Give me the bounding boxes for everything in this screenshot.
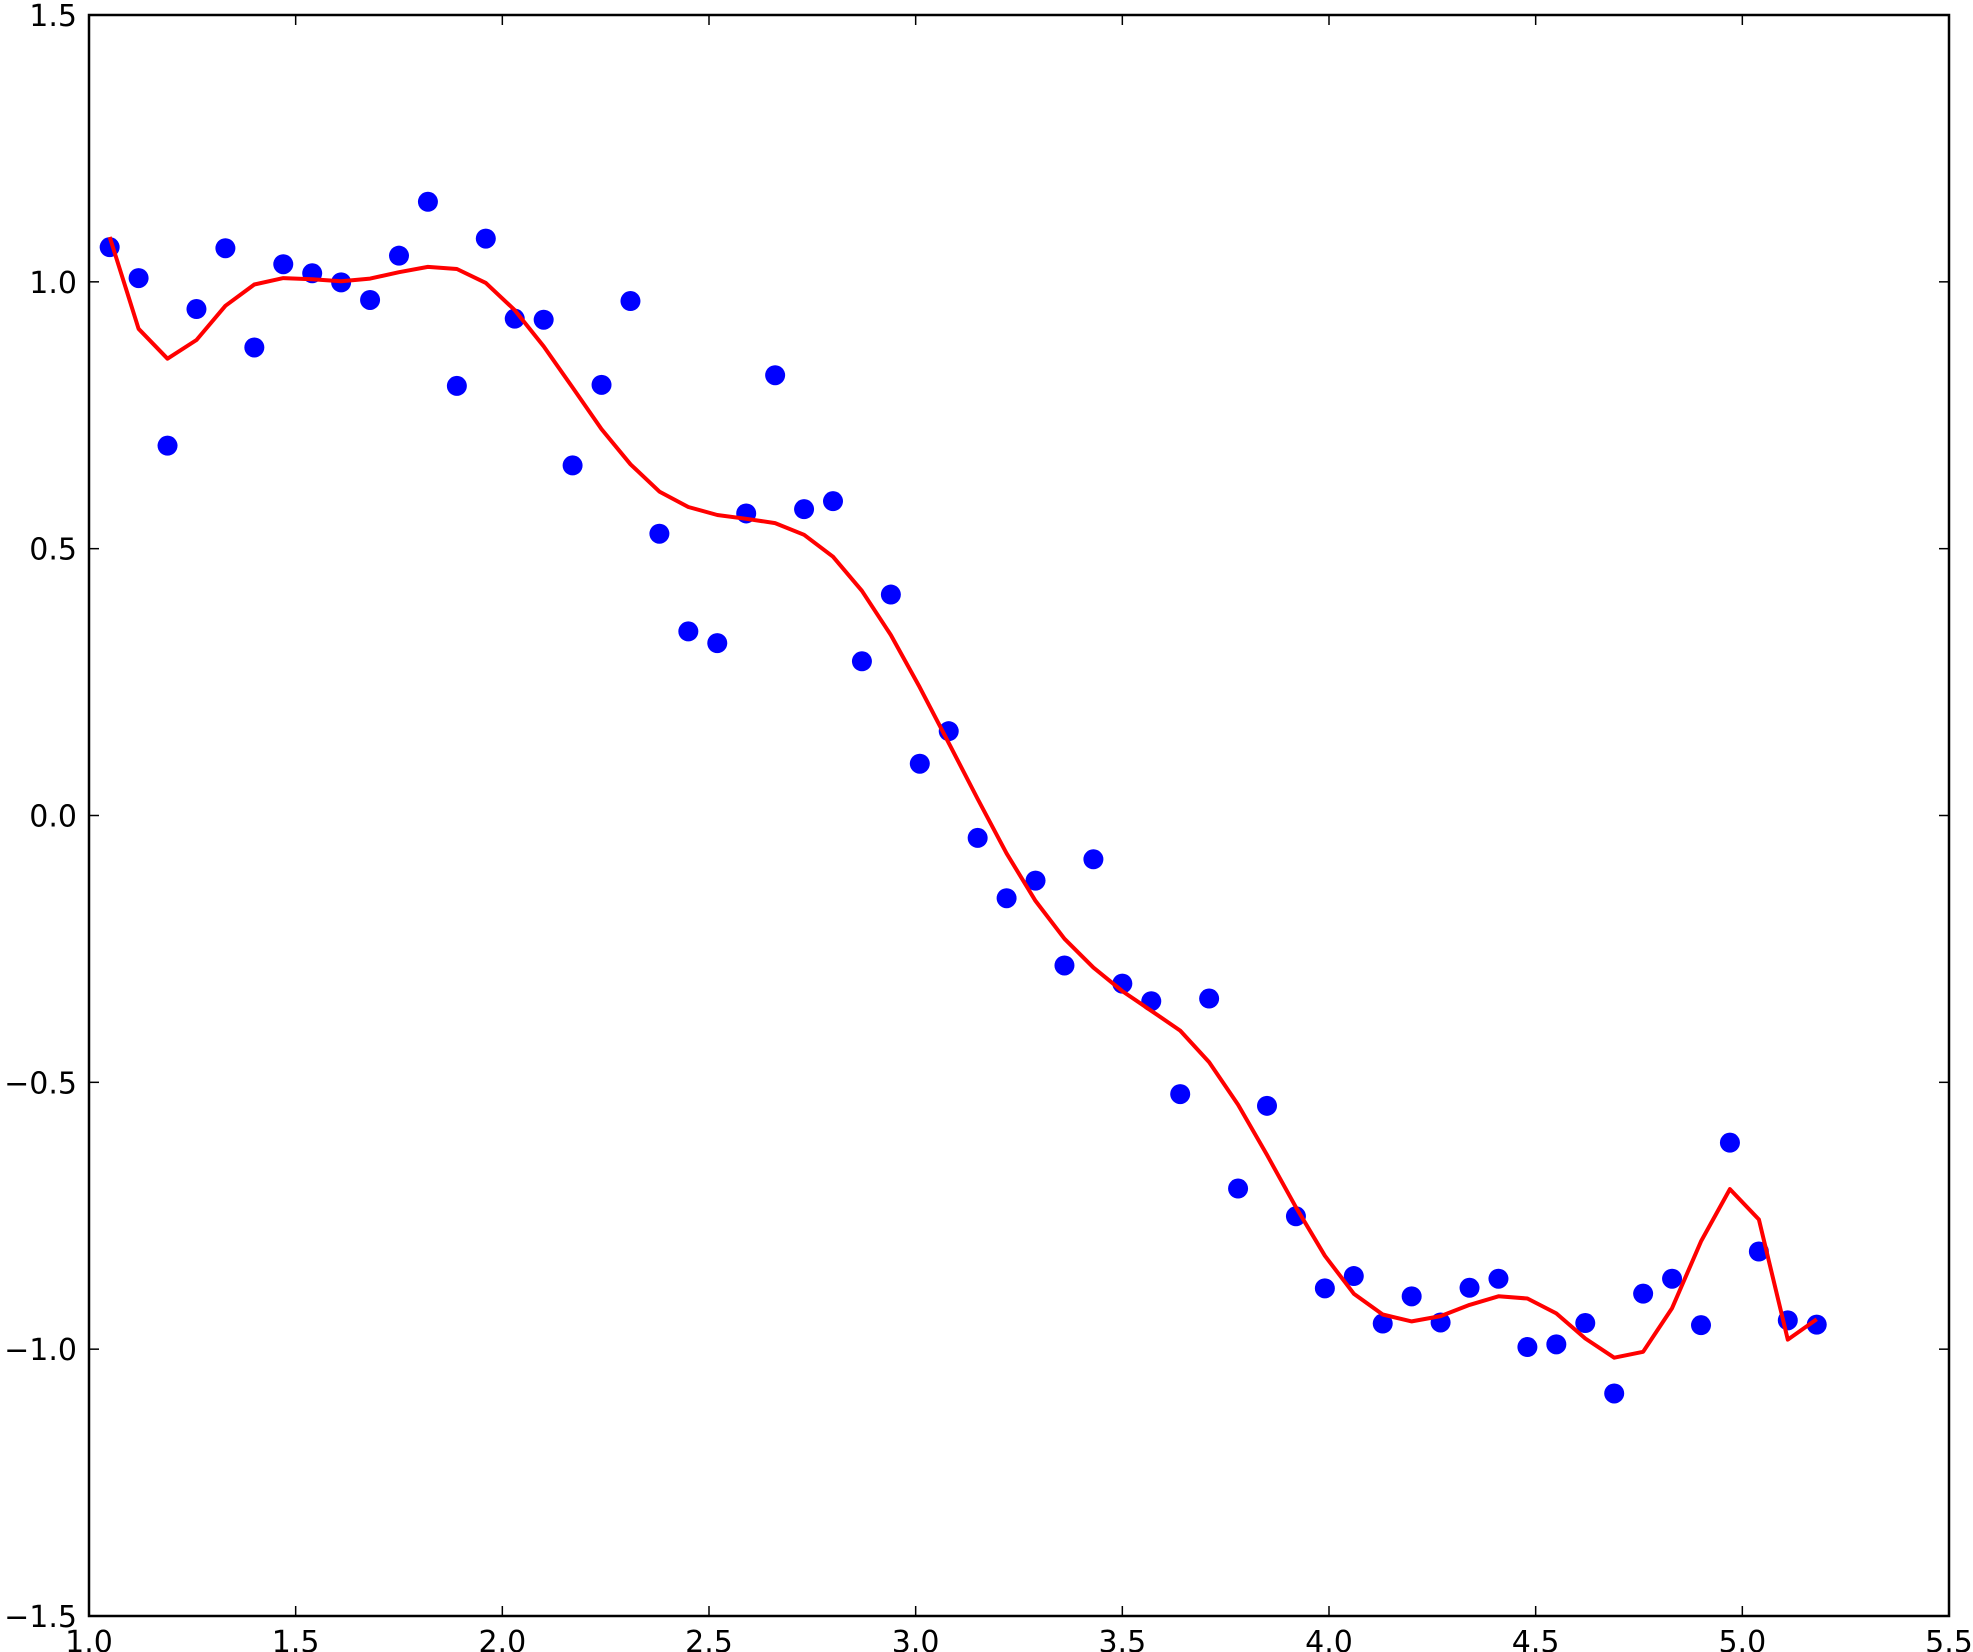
scatter-point xyxy=(128,268,149,289)
scatter-point xyxy=(909,753,930,774)
scatter-point xyxy=(996,888,1017,909)
axis-tick-labels: 1.0 1.5 2.0 2.5 3.0 3.5 4.0 4.5 5.0 5.5 −1.5 −1.0 −0… xyxy=(4,0,1973,1652)
scatter-point xyxy=(1228,1178,1249,1199)
scatter-point xyxy=(707,633,728,654)
scatter-point xyxy=(1025,870,1046,891)
y-tick-label: 0.0 xyxy=(29,800,77,835)
scatter-point xyxy=(1314,1278,1335,1299)
scatter-point xyxy=(215,238,236,259)
scatter-point xyxy=(678,621,699,642)
scatter-point xyxy=(446,375,467,396)
x-tick-label: 4.5 xyxy=(1512,1625,1560,1652)
scatter-point xyxy=(880,584,901,605)
scatter-point xyxy=(562,455,583,476)
x-tick-label: 5.5 xyxy=(1925,1625,1973,1652)
x-tick-label: 3.0 xyxy=(892,1625,940,1652)
scatter-point xyxy=(591,374,612,395)
scatter-point xyxy=(389,245,409,266)
y-tick-label: 0.5 xyxy=(29,533,77,568)
scatter-point xyxy=(765,365,786,386)
scatter-point xyxy=(273,254,294,275)
scatter-point xyxy=(1488,1268,1509,1289)
y-tick-label: 1.0 xyxy=(29,266,77,301)
x-tick-label: 1.5 xyxy=(272,1625,320,1652)
scatter-point xyxy=(244,337,265,358)
scatter-point xyxy=(1633,1283,1654,1304)
scatter-point xyxy=(1662,1268,1683,1289)
scatter-point xyxy=(1604,1383,1625,1404)
scatter-point xyxy=(417,191,438,212)
plot-background xyxy=(89,15,1949,1616)
scatter-point xyxy=(157,435,178,456)
data-marks xyxy=(99,191,1827,1404)
plot-border xyxy=(87,13,1951,1618)
scatter-point xyxy=(360,289,381,310)
x-tick-label: 2.5 xyxy=(685,1625,733,1652)
scatter-point xyxy=(1719,1132,1740,1153)
plot-area xyxy=(89,15,1949,1616)
scatter-point xyxy=(1199,988,1220,1009)
scatter-point xyxy=(1054,955,1075,976)
scatter-point xyxy=(1546,1334,1567,1355)
x-tick-label: 1.0 xyxy=(65,1625,113,1652)
y-tick-label: −0.5 xyxy=(4,1066,77,1101)
scatter-point xyxy=(533,309,554,330)
scatter-point xyxy=(794,499,815,520)
scatter-point xyxy=(1691,1315,1711,1336)
scatter-point xyxy=(186,299,207,320)
y-tick-label: 1.5 xyxy=(29,0,77,34)
y-tick-label: −1.0 xyxy=(4,1333,77,1368)
y-tick-label: −1.5 xyxy=(4,1600,77,1635)
scatter-point xyxy=(1083,849,1104,870)
scatter-point xyxy=(1517,1337,1538,1358)
scatter-point xyxy=(1372,1313,1393,1334)
x-tick-label: 2.0 xyxy=(478,1625,526,1652)
axis-ticks xyxy=(88,14,1950,1617)
scatter-point xyxy=(620,291,641,312)
scatter-point xyxy=(851,651,872,672)
fit-line xyxy=(107,236,1818,1360)
x-tick-label: 4.0 xyxy=(1305,1625,1353,1652)
x-tick-label: 5.0 xyxy=(1718,1625,1766,1652)
scatter-point xyxy=(1806,1314,1827,1335)
scatter-point xyxy=(475,228,496,249)
scatter-point xyxy=(1343,1266,1364,1287)
scatter-point xyxy=(1575,1313,1596,1334)
scatter-point xyxy=(1401,1286,1422,1307)
scatter-point xyxy=(823,491,843,512)
scatter-point xyxy=(1459,1277,1480,1298)
scatter-point xyxy=(1257,1095,1277,1116)
scatter-point xyxy=(649,523,670,544)
x-tick-label: 3.5 xyxy=(1098,1625,1146,1652)
scatter-point xyxy=(1285,1206,1306,1227)
scatter-point xyxy=(967,827,988,848)
scatter-point xyxy=(1170,1084,1191,1105)
